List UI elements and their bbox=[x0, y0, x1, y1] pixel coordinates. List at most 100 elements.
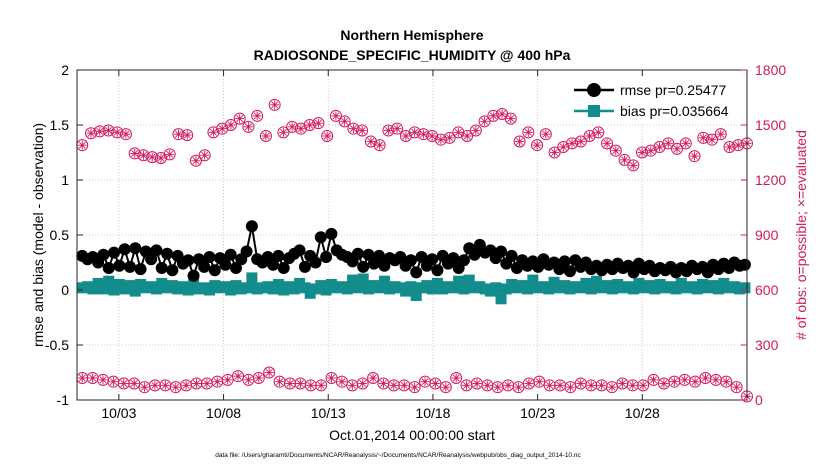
obs-point bbox=[117, 377, 130, 390]
y-tick-label: 0 bbox=[61, 282, 69, 298]
obs-cross bbox=[349, 125, 357, 133]
obs-cross bbox=[148, 153, 156, 161]
rmse-point bbox=[272, 249, 285, 262]
obs-cross bbox=[120, 380, 128, 387]
obs-point bbox=[732, 139, 745, 152]
obs-point bbox=[377, 377, 390, 390]
obs-point bbox=[408, 381, 421, 394]
obs-cross bbox=[516, 138, 524, 145]
obs-point bbox=[429, 377, 442, 390]
rmse-point bbox=[208, 264, 221, 277]
obs-circle bbox=[315, 379, 328, 392]
obs-circle bbox=[283, 377, 296, 390]
obs-point bbox=[461, 130, 474, 142]
obs-cross bbox=[224, 376, 232, 384]
rmse-point bbox=[457, 254, 470, 267]
obs-circle bbox=[356, 124, 369, 137]
y2-tick-label: 300 bbox=[755, 337, 779, 353]
rmse-point bbox=[102, 262, 115, 274]
obs-cross bbox=[577, 138, 585, 145]
obs-cross bbox=[717, 130, 725, 138]
bias-point bbox=[352, 282, 364, 294]
obs-circle bbox=[429, 377, 442, 390]
obs-point bbox=[251, 109, 264, 122]
obs-circle bbox=[286, 120, 299, 133]
obs-cross bbox=[431, 380, 439, 387]
obs-circle bbox=[605, 381, 618, 394]
obs-circle bbox=[259, 130, 272, 142]
obs-point bbox=[522, 377, 535, 390]
obs-cross bbox=[681, 376, 689, 384]
obs-point bbox=[539, 128, 552, 141]
bias-point bbox=[585, 283, 597, 295]
bias-point bbox=[543, 283, 555, 295]
obs-circle bbox=[347, 122, 360, 135]
obs-point bbox=[273, 375, 286, 388]
obs-cross bbox=[533, 141, 541, 149]
rmse-point bbox=[123, 260, 136, 273]
obs-cross bbox=[568, 139, 576, 147]
obs-circle bbox=[356, 377, 369, 390]
obs-point bbox=[286, 120, 299, 133]
obs-cross bbox=[621, 156, 629, 164]
obs-point bbox=[469, 124, 482, 137]
obs-cross bbox=[203, 380, 211, 387]
obs-cross bbox=[376, 141, 384, 149]
obs-point bbox=[138, 381, 151, 394]
obs-cross bbox=[463, 132, 471, 140]
y2-tick-label: 0 bbox=[755, 392, 763, 408]
obs-point bbox=[616, 377, 629, 390]
obs-point bbox=[609, 144, 622, 157]
obs-cross bbox=[638, 149, 646, 156]
rmse-point bbox=[277, 262, 290, 274]
obs-point bbox=[408, 126, 421, 139]
rmse-point bbox=[182, 254, 195, 267]
obs-point bbox=[627, 159, 640, 172]
y2-tick-label: 600 bbox=[755, 282, 779, 298]
obs-circle bbox=[373, 139, 386, 152]
bias-point bbox=[453, 275, 465, 287]
obs-circle bbox=[93, 125, 106, 138]
bias-point bbox=[447, 282, 459, 294]
y2-tick-label: 1200 bbox=[755, 172, 786, 188]
obs-cross bbox=[253, 112, 261, 120]
x-tick-label: 10/23 bbox=[520, 405, 555, 421]
rmse-point bbox=[351, 247, 364, 260]
obs-circle bbox=[636, 146, 649, 159]
obs-cross bbox=[733, 383, 741, 391]
y-axis-label: rmse and bias (model - observation) bbox=[30, 123, 46, 347]
obs-point bbox=[714, 128, 727, 141]
obs-point bbox=[329, 109, 342, 122]
obs-cross bbox=[566, 383, 574, 391]
obs-cross bbox=[286, 380, 294, 387]
obs-point bbox=[221, 373, 234, 386]
obs-cross bbox=[99, 376, 107, 384]
obs-circle bbox=[338, 115, 351, 128]
tick-marks bbox=[77, 69, 747, 401]
obs-cross bbox=[504, 381, 512, 389]
obs-point bbox=[496, 108, 509, 120]
obs-circle bbox=[216, 122, 229, 135]
obs-circle bbox=[408, 381, 421, 394]
obs-point bbox=[154, 152, 167, 164]
obs-cross bbox=[446, 134, 454, 142]
obs-point bbox=[443, 131, 456, 144]
obs-circle bbox=[303, 119, 316, 131]
obs-cross bbox=[384, 127, 392, 134]
obs-circle bbox=[706, 133, 719, 146]
obs-point bbox=[668, 375, 681, 388]
obs-point bbox=[137, 149, 150, 162]
obs-circle bbox=[111, 126, 124, 139]
obs-circle bbox=[102, 124, 115, 137]
obs-circle bbox=[329, 109, 342, 122]
x-axis-label: Oct.01,2014 00:00:00 start bbox=[329, 427, 495, 443]
obs-point bbox=[417, 128, 430, 141]
obs-point bbox=[574, 135, 587, 148]
y2-axis-label: # of obs: o=possible; ×=evaluated bbox=[793, 130, 809, 340]
obs-circle bbox=[461, 130, 474, 142]
obs-circle bbox=[325, 372, 338, 384]
obs-circle bbox=[417, 128, 430, 141]
rmse-point bbox=[325, 227, 338, 240]
obs-cross bbox=[130, 380, 138, 387]
obs-circle bbox=[548, 146, 561, 159]
